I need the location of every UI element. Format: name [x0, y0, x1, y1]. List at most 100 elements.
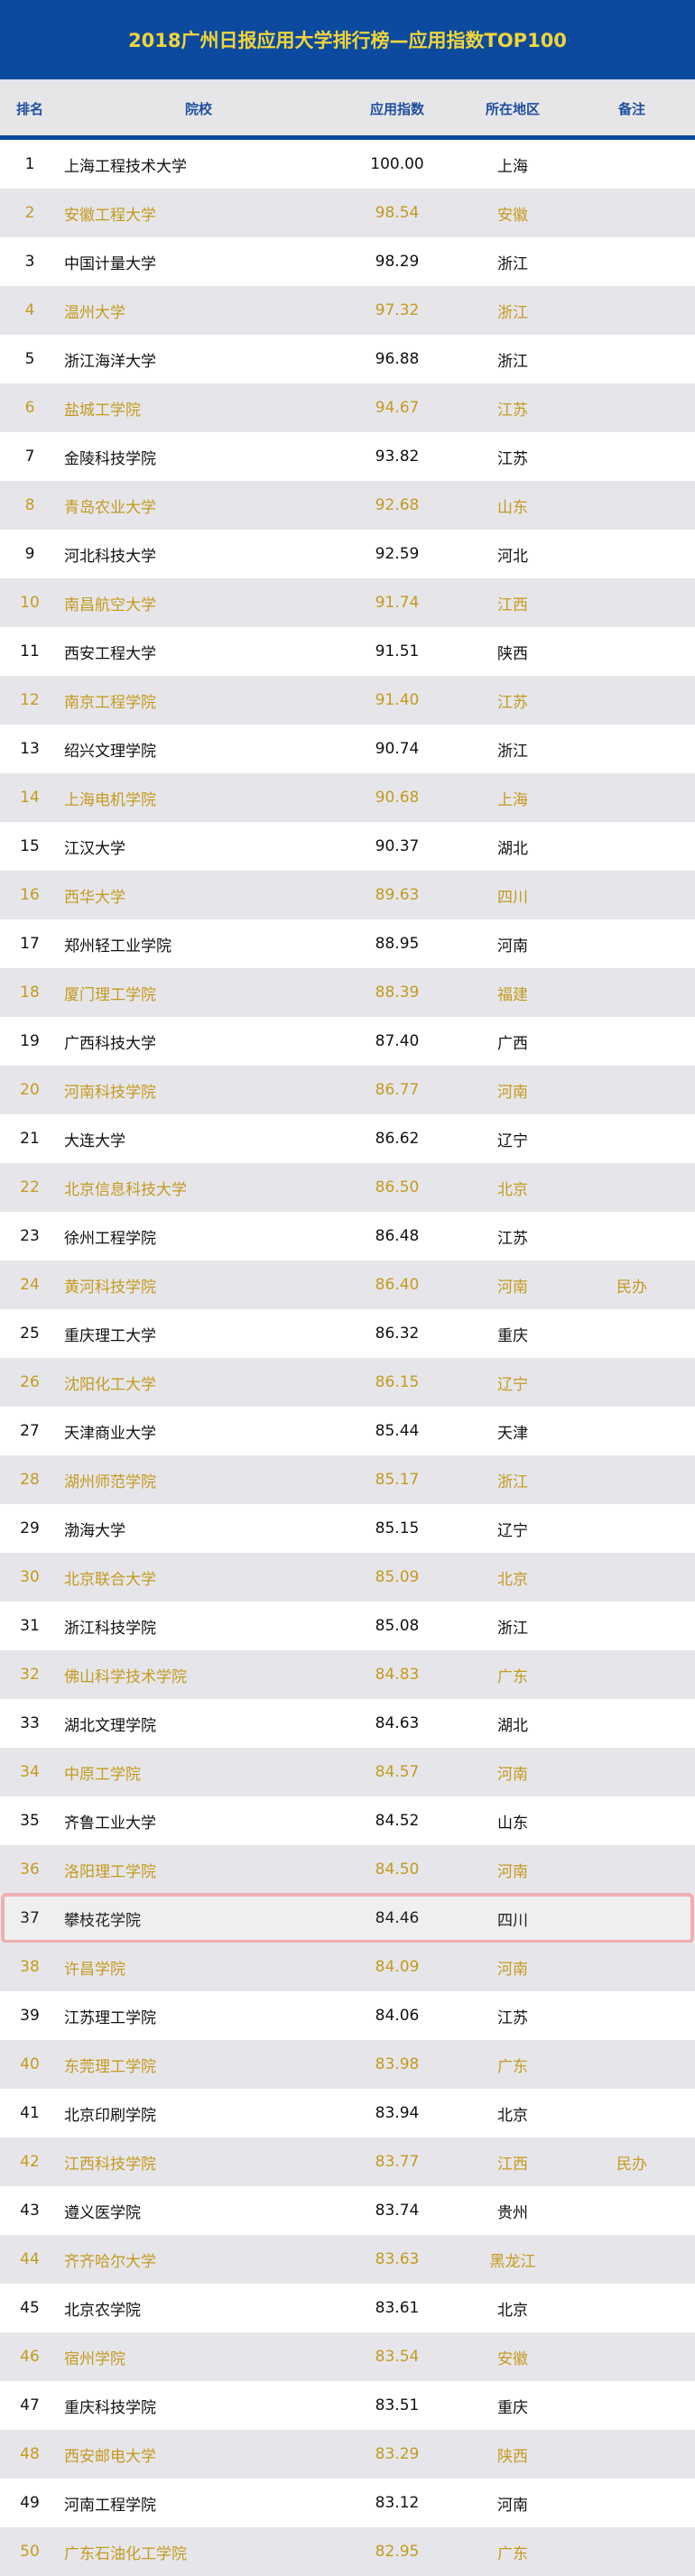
- note-cell: [578, 1407, 686, 1455]
- rank-cell: 19: [20, 1032, 40, 1050]
- rank-cell: 43: [20, 2202, 40, 2220]
- region-cell: 江苏: [497, 401, 528, 420]
- rank-cell: 8: [24, 496, 35, 514]
- rank-cell: 30: [20, 1568, 40, 1586]
- region-cell: 山东: [497, 498, 528, 517]
- region-cell: 江西: [497, 2155, 528, 2174]
- table-row: 33 湖北文理学院 84.63 湖北: [0, 1699, 695, 1748]
- score-cell: 84.09: [375, 1958, 420, 1976]
- region-cell: 陕西: [497, 644, 528, 663]
- region-cell: 江苏: [497, 693, 528, 712]
- score-cell: 86.50: [375, 1178, 420, 1196]
- rank-cell: 6: [24, 399, 35, 417]
- table-row: 43 遵义医学院 83.74 贵州: [0, 2186, 695, 2235]
- note-cell: [578, 140, 686, 189]
- school-cell: 重庆科技学院: [64, 2398, 156, 2417]
- school-cell: 浙江科技学院: [64, 1619, 156, 1638]
- score-cell: 87.40: [375, 1032, 420, 1050]
- table-row: 29 渤海大学 85.15 辽宁: [0, 1504, 695, 1553]
- note-cell: [578, 1943, 686, 1991]
- rank-cell: 29: [20, 1519, 40, 1537]
- table-row: 12 南京工程学院 91.40 江苏: [0, 676, 695, 725]
- score-cell: 93.82: [375, 448, 420, 466]
- note-cell: [578, 1455, 686, 1504]
- note-cell: [578, 919, 686, 968]
- school-cell: 厦门理工学院: [64, 985, 156, 1004]
- note-cell: [578, 1553, 686, 1602]
- region-cell: 重庆: [497, 2398, 528, 2417]
- school-cell: 上海电机学院: [64, 790, 156, 809]
- rank-cell: 10: [20, 594, 40, 612]
- region-cell: 四川: [497, 888, 528, 907]
- score-cell: 83.63: [375, 2250, 420, 2268]
- table-row: 36 洛阳理工学院 84.50 河南: [0, 1845, 695, 1894]
- note-cell: [578, 1114, 686, 1163]
- region-cell: 河南: [497, 1278, 528, 1297]
- note-cell: [578, 968, 686, 1017]
- region-cell: 北京: [497, 2106, 528, 2125]
- school-cell: 安徽工程大学: [64, 206, 156, 225]
- rank-cell: 32: [20, 1666, 40, 1684]
- table-row: 3 中国计量大学 98.29 浙江: [0, 237, 695, 286]
- region-cell: 天津: [497, 1424, 528, 1443]
- score-cell: 89.63: [375, 886, 420, 904]
- score-cell: 84.46: [375, 1909, 420, 1927]
- table-row: 30 北京联合大学 85.09 北京: [0, 1553, 695, 1602]
- region-cell: 河南: [497, 1960, 528, 1979]
- score-cell: 84.63: [375, 1714, 420, 1732]
- rank-cell: 36: [20, 1860, 40, 1879]
- score-cell: 86.40: [375, 1276, 420, 1294]
- school-cell: 盐城工学院: [64, 401, 141, 420]
- note-cell: [578, 1991, 686, 2040]
- score-cell: 84.06: [375, 2007, 420, 2025]
- region-cell: 湖北: [497, 839, 528, 858]
- region-cell: 浙江: [497, 742, 528, 761]
- rank-cell: 12: [20, 691, 40, 709]
- rank-cell: 3: [24, 253, 35, 271]
- school-cell: 徐州工程学院: [64, 1229, 156, 1248]
- table-header: 排名 院校 应用指数 所在地区 备注: [0, 82, 695, 140]
- table-row: 20 河南科技学院 86.77 河南: [0, 1066, 695, 1114]
- school-cell: 广西科技大学: [64, 1034, 156, 1053]
- table-row: 7 金陵科技学院 93.82 江苏: [0, 432, 695, 481]
- school-cell: 江汉大学: [64, 839, 125, 858]
- school-cell: 许昌学院: [64, 1960, 125, 1979]
- note-cell: [578, 1309, 686, 1358]
- table-row: 47 重庆科技学院 83.51 重庆: [0, 2381, 695, 2430]
- score-cell: 88.95: [375, 935, 420, 953]
- school-cell: 宿州学院: [64, 2350, 125, 2368]
- rank-cell: 21: [20, 1130, 40, 1148]
- table-row: 42 江西科技学院 83.77 江西 民办: [0, 2137, 695, 2186]
- note-cell: [578, 676, 686, 725]
- note-cell: [578, 2479, 686, 2527]
- region-cell: 江苏: [497, 1229, 528, 1248]
- rank-cell: 28: [20, 1471, 40, 1489]
- note-cell: [578, 1796, 686, 1845]
- table-row: 13 绍兴文理学院 90.74 浙江: [0, 725, 695, 773]
- region-cell: 河南: [497, 2496, 528, 2515]
- school-cell: 青岛农业大学: [64, 498, 156, 517]
- region-cell: 黑龙江: [489, 2252, 536, 2271]
- rank-cell: 40: [20, 2055, 40, 2073]
- region-cell: 浙江: [497, 352, 528, 371]
- score-cell: 84.57: [375, 1763, 420, 1781]
- region-cell: 上海: [497, 157, 528, 176]
- table-row: 5 浙江海洋大学 96.88 浙江: [0, 335, 695, 383]
- note-cell: [578, 725, 686, 773]
- rank-cell: 22: [20, 1178, 40, 1196]
- score-cell: 90.74: [375, 740, 420, 758]
- table-row: 8 青岛农业大学 92.68 山东: [0, 481, 695, 530]
- school-cell: 绍兴文理学院: [64, 742, 156, 761]
- score-cell: 90.68: [375, 789, 420, 807]
- score-cell: 86.32: [375, 1325, 420, 1343]
- score-cell: 92.59: [375, 545, 420, 563]
- region-cell: 辽宁: [497, 1375, 528, 1394]
- school-cell: 河南科技学院: [64, 1083, 156, 1102]
- score-cell: 83.29: [375, 2445, 420, 2463]
- note-cell: [578, 1358, 686, 1407]
- school-cell: 上海工程技术大学: [64, 157, 187, 176]
- table-row: 41 北京印刷学院 83.94 北京: [0, 2089, 695, 2137]
- region-cell: 辽宁: [497, 1521, 528, 1540]
- note-cell: [578, 1748, 686, 1796]
- region-cell: 安徽: [497, 206, 528, 225]
